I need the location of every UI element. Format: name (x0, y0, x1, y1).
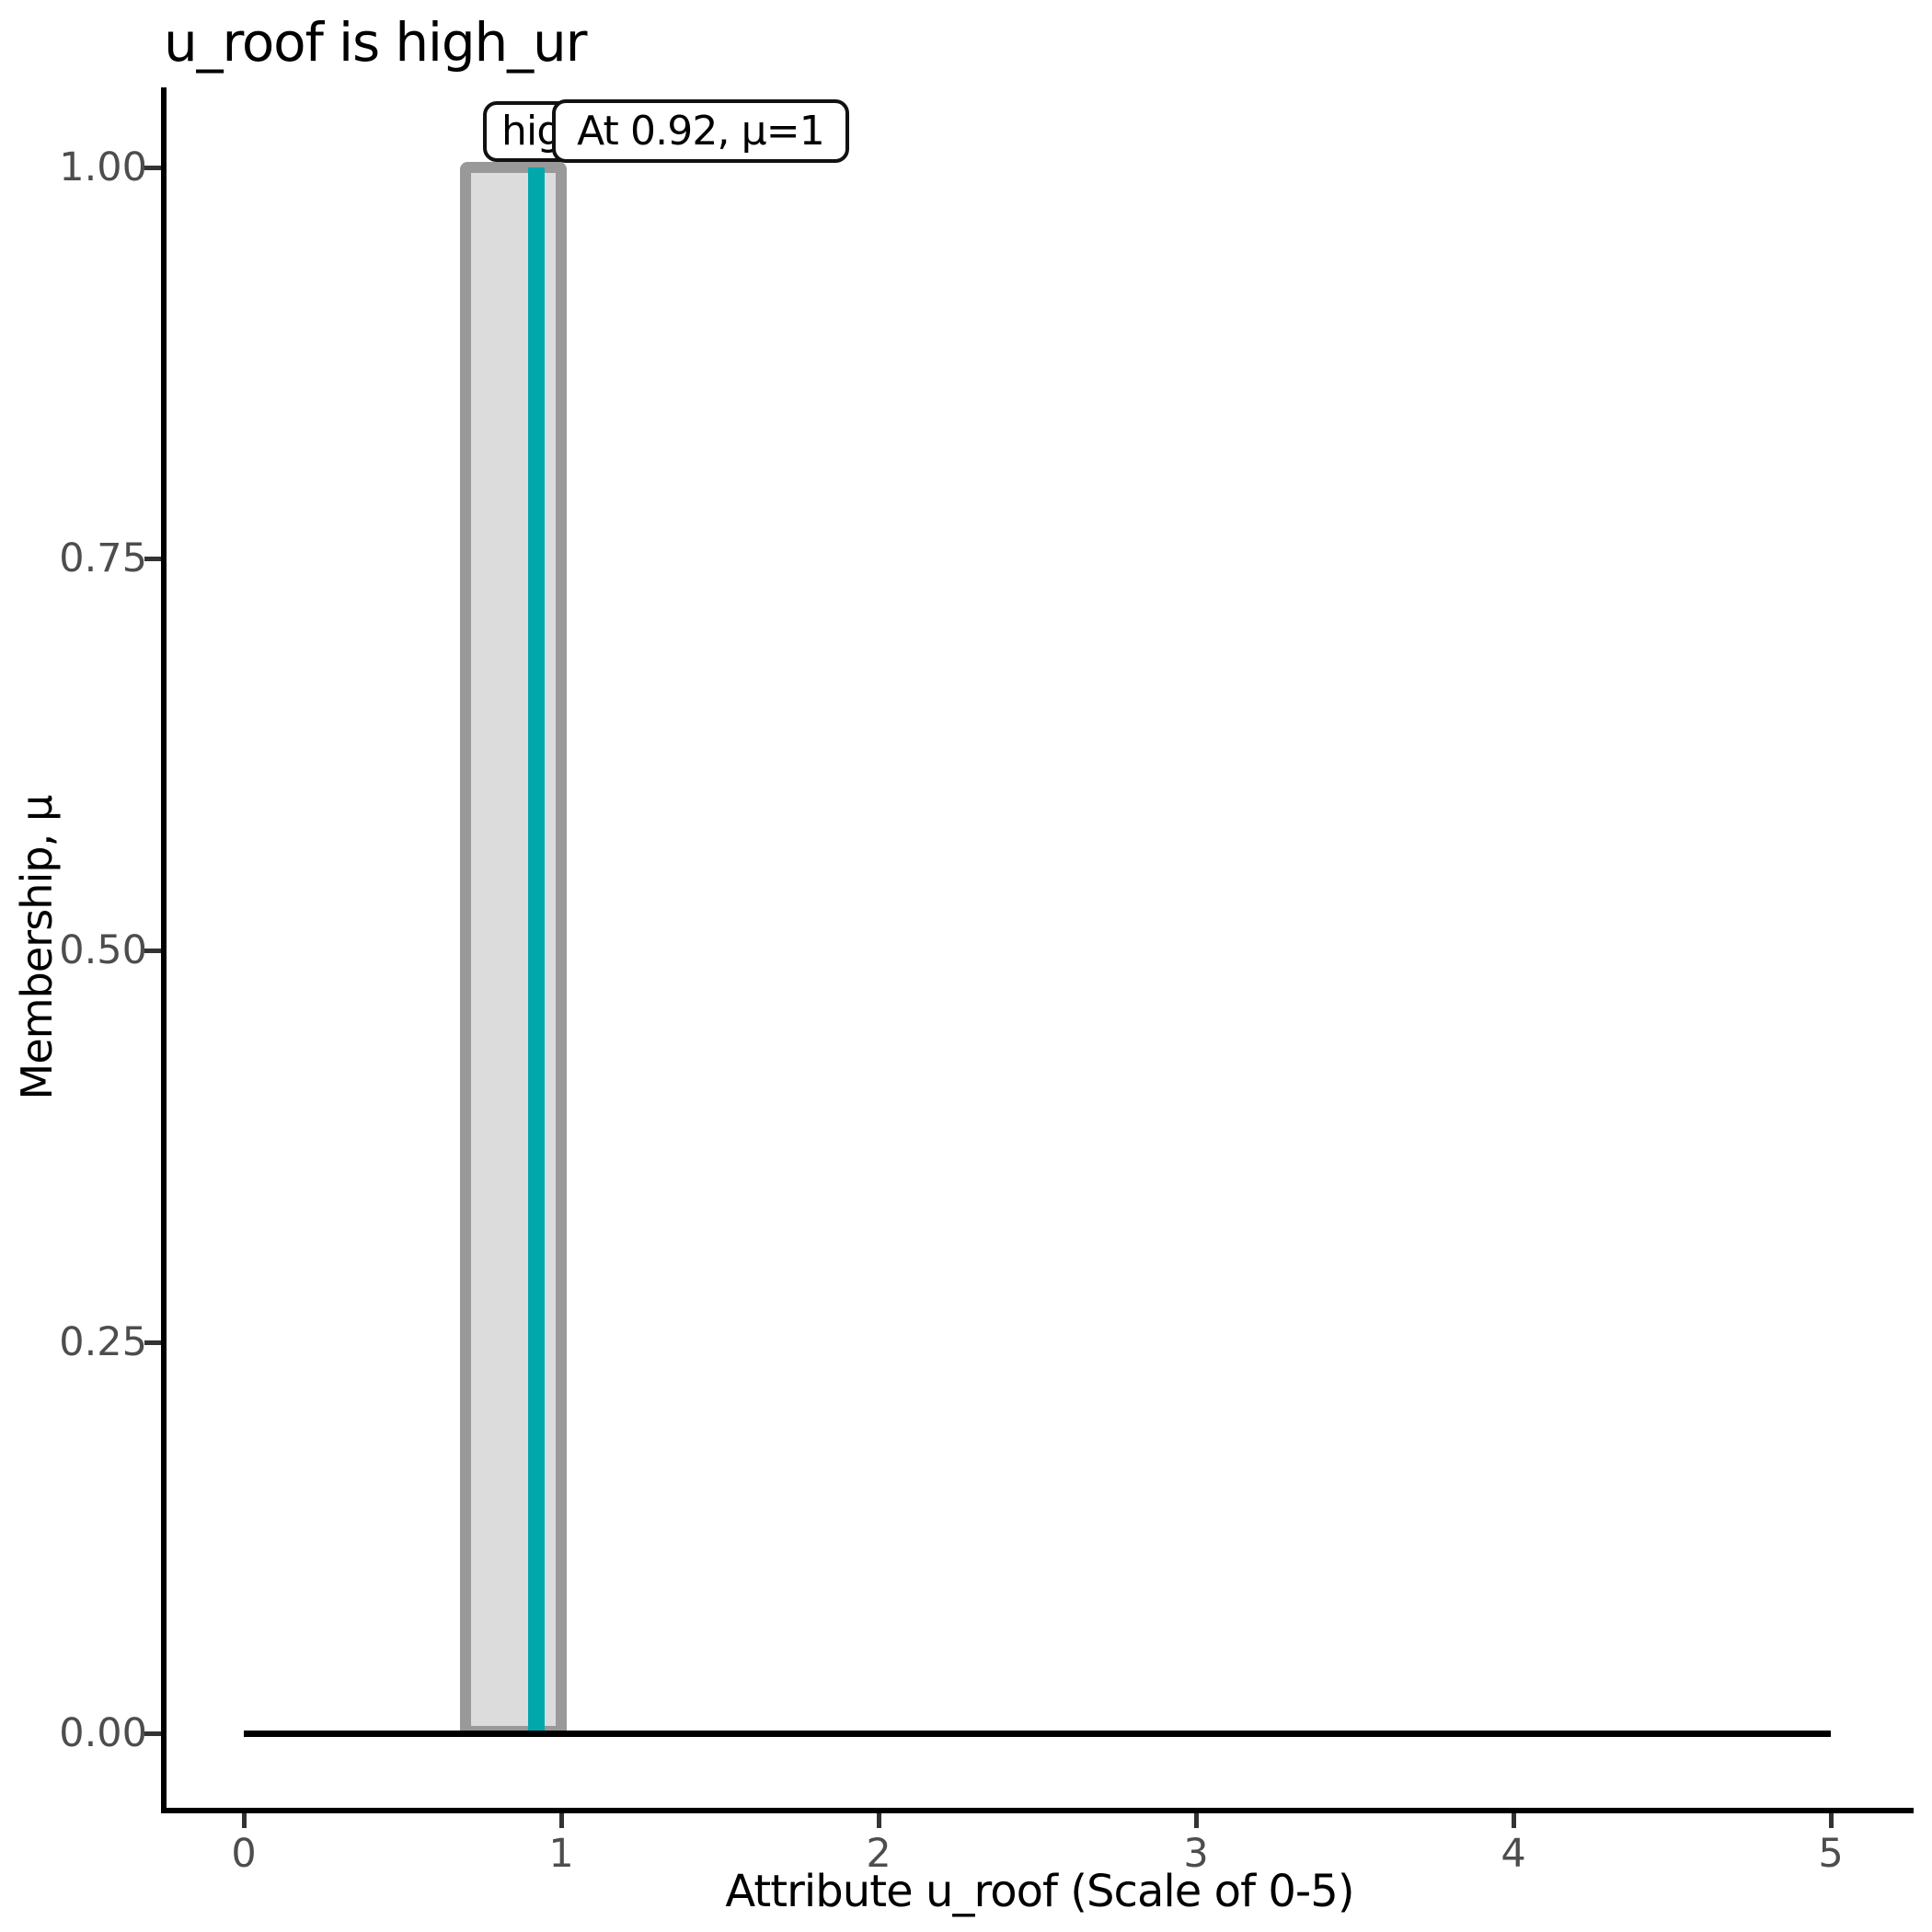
x-tick-mark (877, 1813, 881, 1828)
y-tick-mark (144, 949, 161, 953)
x-tick-label: 4 (1501, 1831, 1526, 1877)
input-value-line (528, 167, 545, 1733)
y-tick-mark (144, 1340, 161, 1345)
baseline-zero-line (244, 1731, 1831, 1737)
y-axis-spine (161, 87, 167, 1813)
x-tick-label: 1 (548, 1831, 574, 1877)
x-tick-label: 5 (1818, 1831, 1844, 1877)
x-tick-mark (1829, 1813, 1834, 1828)
membership-function-rect (460, 162, 567, 1737)
y-tick-mark (144, 1731, 161, 1736)
x-tick-mark (242, 1813, 247, 1828)
x-tick-label: 3 (1183, 1831, 1209, 1877)
x-tick-mark (559, 1813, 564, 1828)
x-tick-label: 0 (231, 1831, 257, 1877)
y-tick-label: 0.25 (59, 1319, 147, 1365)
value-annotation-box: At 0.92, μ=1 (552, 99, 849, 163)
x-tick-mark (1194, 1813, 1199, 1828)
y-tick-label: 0.00 (59, 1710, 147, 1756)
chart-title: u_roof is high_ur (164, 11, 587, 74)
x-axis-label: Attribute u_roof (Scale of 0-5) (725, 1866, 1354, 1917)
x-tick-mark (1512, 1813, 1516, 1828)
x-tick-label: 2 (866, 1831, 891, 1877)
y-tick-label: 1.00 (59, 144, 147, 190)
value-annotation-text: At 0.92, μ=1 (577, 108, 825, 155)
y-tick-label: 0.75 (59, 535, 147, 581)
y-tick-mark (144, 166, 161, 170)
x-axis-spine (161, 1808, 1914, 1813)
y-tick-mark (144, 557, 161, 561)
y-tick-label: 0.50 (59, 927, 147, 973)
